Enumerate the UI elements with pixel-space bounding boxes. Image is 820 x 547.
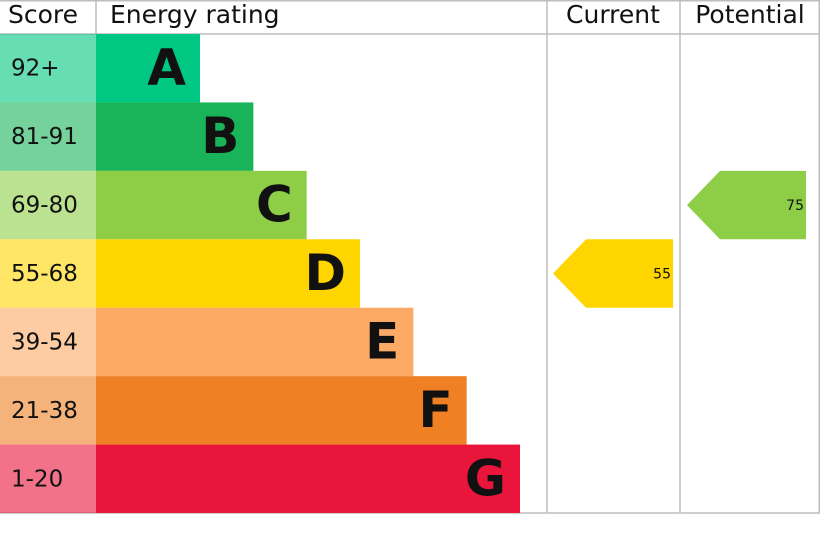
score-cell	[0, 444, 96, 514]
score-label: 81-91	[11, 124, 78, 150]
rating-bar	[96, 239, 360, 308]
band-letter: A	[147, 39, 186, 97]
score-label: 1-20	[11, 466, 63, 492]
header-potential: Potential	[695, 0, 805, 29]
score-label: 39-54	[11, 329, 78, 355]
band-letter: G	[465, 449, 506, 507]
score-cell	[0, 170, 96, 240]
score-cell	[0, 102, 96, 171]
band-letter: B	[201, 107, 239, 165]
score-cell	[0, 307, 96, 377]
header-score: Score	[8, 0, 78, 29]
band-letter: F	[418, 381, 452, 439]
score-label: 92+	[11, 56, 60, 82]
rating-bar	[96, 170, 307, 240]
rating-bar	[96, 34, 200, 103]
rating-arrow	[687, 170, 806, 240]
rating-bar	[96, 376, 467, 445]
score-cell	[0, 376, 96, 445]
score-label: 69-80	[11, 193, 78, 219]
rating-value: 75	[786, 198, 804, 214]
rating-arrow	[553, 239, 673, 308]
score-label: 55-68	[11, 261, 78, 287]
rating-bar	[96, 307, 414, 377]
score-cell	[0, 34, 96, 103]
rating-value: 55	[653, 267, 671, 283]
band-letter: C	[256, 176, 293, 234]
rating-bar	[96, 102, 254, 171]
band-letter: E	[365, 312, 399, 370]
header-current: Current	[566, 0, 660, 29]
score-cell	[0, 239, 96, 308]
header-rating: Energy rating	[110, 0, 280, 29]
rating-bar	[96, 444, 520, 514]
score-label: 21-38	[11, 398, 78, 424]
band-letter: D	[304, 244, 346, 302]
